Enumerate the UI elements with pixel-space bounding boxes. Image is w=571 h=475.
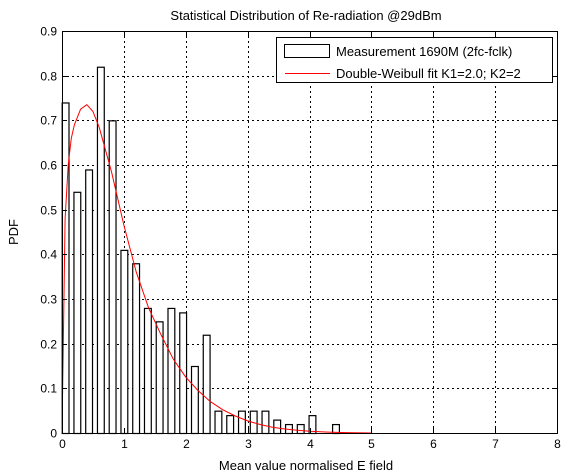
chart-title: Statistical Distribution of Re-radiation… [170,8,441,23]
y-tick-label: 0.5 [40,204,57,218]
histogram-bar [132,263,141,435]
histogram-bar [155,321,164,435]
x-axis-label: Mean value normalised E field [219,458,393,473]
histogram-bar [273,419,282,435]
histogram-bar [261,410,270,435]
histogram-bar [296,423,305,435]
x-tick-label: 1 [121,437,128,451]
legend-label-fit: Double-Weibull fit K1=2.0; K2=2 [336,66,521,81]
x-tick-label: 7 [492,437,499,451]
y-tick-label: 0.1 [40,382,57,396]
y-tick-label: 0.9 [40,25,57,39]
y-tick-label: 0.7 [40,114,57,128]
histogram-bar [226,415,235,435]
x-tick-label: 0 [59,437,66,451]
y-tick-label: 0.8 [40,70,57,84]
legend: Measurement 1690M (2fc-fclk) Double-Weib… [276,37,553,83]
y-tick-label: 0.4 [40,248,57,262]
legend-label-histogram: Measurement 1690M (2fc-fclk) [336,44,512,59]
legend-swatch-histogram [284,44,330,58]
x-tick-label: 8 [554,437,561,451]
x-axis-ticks: 0 1 2 3 4 5 6 7 8 [59,31,561,451]
histogram-bar [96,66,105,435]
y-tick-label: 0.3 [40,293,57,307]
y-tick-label: 0 [50,427,57,441]
histogram-bar [85,169,94,435]
histogram-bar [143,307,152,435]
histogram-bar [120,249,129,435]
y-axis-label: PDF [6,219,21,245]
histogram-bar [61,102,70,435]
histogram-bar [202,334,211,435]
x-tick-label: 6 [430,437,437,451]
x-tick-label: 5 [368,437,375,451]
x-tick-label: 4 [307,437,314,451]
x-tick-label: 2 [183,437,190,451]
histogram-bar [237,410,246,435]
y-axis-ticks: 0 0.1 0.2 0.3 0.4 0.5 0.6 0.7 0.8 0.9 [40,25,557,441]
y-tick-label: 0.2 [40,338,57,352]
y-tick-label: 0.6 [40,159,57,173]
histogram-bar [73,191,82,435]
grid-lines [62,31,557,433]
fit-curve [61,104,372,434]
histogram-bar [214,410,223,435]
histogram-bar [190,365,199,435]
histogram-bar [167,307,176,435]
x-tick-label: 3 [245,437,252,451]
